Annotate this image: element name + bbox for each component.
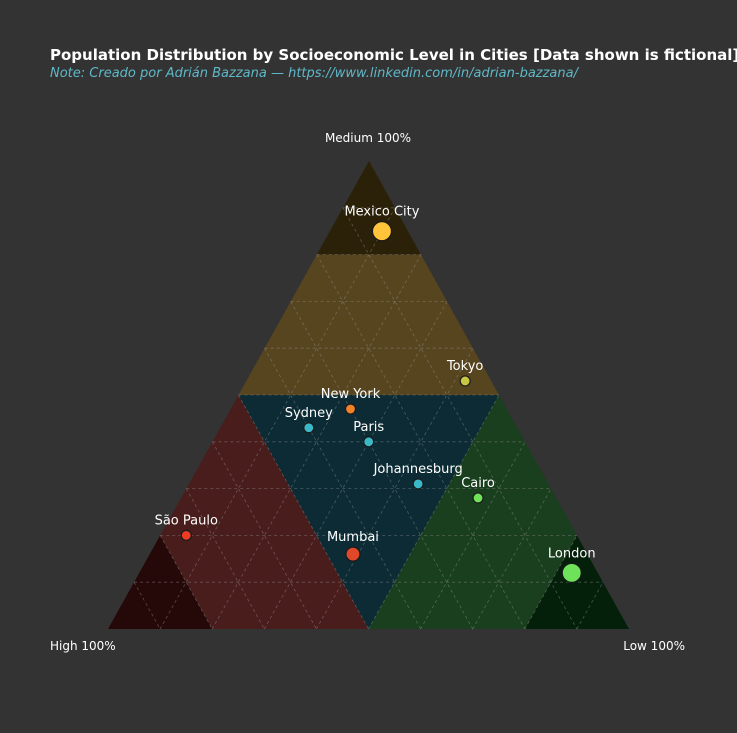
zone-medium-high <box>238 254 499 395</box>
vertex-label-top: Medium 100% <box>325 131 411 145</box>
grid-line <box>238 394 369 630</box>
zone-high-dominant <box>108 535 213 629</box>
point-labels: Mexico City Tokyo New York Sydney Paris Johan… <box>155 205 596 562</box>
data-points <box>180 221 582 583</box>
grid-line <box>342 207 578 630</box>
point-label: Tokyo <box>446 359 483 374</box>
point-sydney <box>303 422 315 434</box>
point-new-york <box>344 403 357 415</box>
grid-line <box>472 488 552 630</box>
point-tokyo <box>459 375 471 387</box>
zone-low-dominant <box>524 535 629 629</box>
vertex-label-right: Low 100% <box>623 639 685 653</box>
grid-line <box>316 254 526 630</box>
point-label: Mexico City <box>344 205 419 220</box>
point-mexico-city <box>371 221 393 242</box>
grid-line <box>576 582 604 630</box>
grid-line <box>263 301 448 630</box>
point-label: Cairo <box>461 476 495 491</box>
chart-subtitle: Note: Creado por Adrián Bazzana — https:… <box>50 66 578 81</box>
point-label: Johannesburg <box>373 462 463 477</box>
point-label: Mumbai <box>327 530 379 545</box>
point-label: São Paulo <box>155 513 218 528</box>
grid-line <box>368 394 500 630</box>
zone-medium-dominant <box>316 161 421 255</box>
vertex-label-left: High 100% <box>50 639 116 653</box>
point-johannesburg <box>412 478 424 490</box>
zone-high-mid <box>160 395 369 629</box>
point-label: Paris <box>353 420 384 435</box>
chart-title: Population Distribution by Socioeconomic… <box>50 46 737 64</box>
point-s-o-paulo <box>180 529 192 542</box>
point-paris <box>363 436 375 448</box>
grid-line <box>133 582 161 630</box>
zone-center <box>238 395 499 629</box>
background-zones <box>108 161 629 629</box>
point-london <box>561 562 582 583</box>
grid-line <box>185 488 265 630</box>
point-label: London <box>548 546 596 561</box>
point-mumbai <box>345 546 361 562</box>
grid-line <box>159 207 396 630</box>
zone-low-mid <box>368 395 577 629</box>
grid-lines <box>133 207 604 630</box>
point-label: Sydney <box>285 406 333 421</box>
point-cairo <box>472 492 484 504</box>
grid-line <box>290 301 474 630</box>
point-label: New York <box>321 387 381 402</box>
